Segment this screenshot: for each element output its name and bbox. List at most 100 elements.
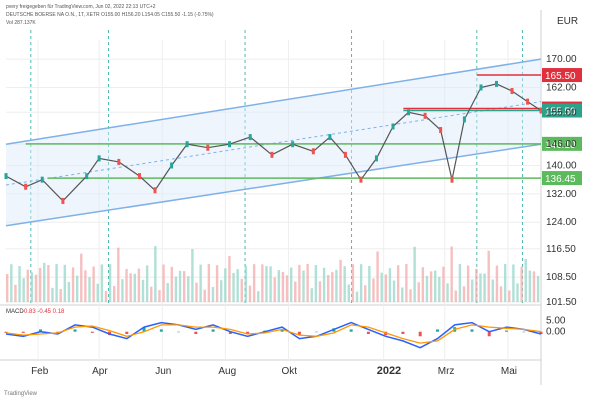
volume-bar	[6, 274, 9, 302]
volume-bar	[516, 283, 519, 302]
volume-bar	[55, 264, 58, 302]
volume-bar	[359, 264, 363, 302]
price-point	[24, 183, 28, 190]
volume-bar	[392, 280, 396, 302]
volume-bar	[434, 270, 437, 302]
price-line	[5, 83, 542, 202]
volume-bar	[298, 264, 301, 302]
macd-tick-label: 5.00	[546, 315, 566, 326]
volume-bar	[75, 275, 79, 302]
volume-bar	[524, 258, 527, 302]
price-point	[495, 80, 499, 87]
macd-histogram-bar	[418, 331, 422, 337]
volume-bar	[199, 264, 202, 302]
y-tick-label: 101.50	[546, 297, 577, 308]
price-point	[117, 158, 121, 165]
volume-bar	[285, 275, 289, 302]
currency-label: EUR	[557, 16, 578, 27]
volume-bar	[331, 272, 334, 302]
y-tick-label: 124.00	[546, 217, 577, 228]
volume-bar	[269, 266, 272, 302]
volume-bar	[536, 275, 540, 302]
volume-bar	[195, 282, 198, 302]
channel-lower-line	[5, 143, 542, 227]
volume-bar	[322, 267, 326, 302]
price-point	[153, 187, 157, 194]
price-point	[343, 151, 347, 158]
volume-bar	[471, 279, 474, 302]
volume-bar	[503, 264, 507, 302]
price-point	[170, 162, 174, 169]
macd-histogram-bar	[280, 329, 284, 332]
volume-bar	[257, 291, 260, 302]
volume-bar	[421, 267, 425, 302]
price-point	[85, 173, 89, 180]
volume-bar	[224, 268, 227, 302]
level-tag-label: 165.50	[545, 71, 576, 82]
volume-bar	[108, 264, 112, 302]
volume-bar	[150, 286, 153, 302]
volume-bar	[191, 249, 194, 302]
volume-bar	[252, 264, 256, 302]
volume-bar	[236, 269, 239, 302]
macd-histogram-bar	[39, 329, 43, 332]
volume-bar	[343, 266, 346, 302]
volume-bar	[22, 278, 25, 302]
price-point	[407, 109, 411, 116]
price-point	[270, 151, 274, 158]
macd-histogram-bar	[522, 331, 526, 333]
volume-bar	[376, 251, 379, 302]
macd-histogram-bar	[194, 331, 198, 334]
price-point	[539, 107, 543, 114]
volume-bar	[162, 264, 165, 302]
price-point	[206, 144, 210, 151]
volume-bar	[187, 276, 190, 302]
volume-bar	[96, 283, 99, 302]
macd-histogram-bar	[73, 329, 77, 332]
macd-values: -0.83 -0.45 0.18	[22, 309, 65, 315]
volume-bar	[339, 259, 342, 302]
volume-bar	[425, 275, 429, 302]
volume-bar	[59, 288, 62, 302]
x-tick-label: Apr	[92, 366, 108, 377]
macd-tick-label: 0.00	[546, 327, 566, 338]
volume-bar	[314, 264, 318, 302]
volume-bar	[294, 281, 297, 302]
volume-bar	[302, 270, 305, 302]
volume-bar	[145, 265, 149, 302]
price-point	[374, 155, 378, 162]
volume-bar	[121, 279, 124, 302]
volume-bar	[34, 274, 38, 302]
volume-bar	[125, 268, 128, 302]
x-tick-label: Jun	[155, 366, 171, 377]
macd-histogram-bar	[125, 331, 129, 334]
price-point	[137, 173, 141, 180]
volume-bar	[281, 271, 285, 302]
volume-bar	[351, 264, 355, 302]
volume-bar	[508, 290, 511, 302]
price-point	[328, 134, 332, 141]
price-point	[450, 176, 454, 183]
price-point	[359, 176, 363, 183]
volume-bar	[18, 266, 21, 302]
level-tag	[542, 136, 582, 151]
volume-bar	[14, 284, 17, 302]
volume-bar	[475, 268, 478, 302]
volume-bar	[47, 265, 50, 302]
volume-bar	[372, 278, 375, 302]
volume-bar	[174, 276, 178, 302]
volume-bar	[306, 264, 309, 302]
volume-bar	[368, 265, 371, 302]
macd-histogram-bar	[159, 329, 163, 332]
price-point	[228, 141, 232, 148]
volume-bar	[215, 265, 219, 302]
y-tick-label: 116.50	[546, 244, 576, 255]
volume-bar	[442, 266, 445, 302]
volume-bar	[396, 265, 400, 302]
macd-histogram-bar	[366, 331, 370, 334]
macd-histogram-bar	[470, 329, 474, 332]
volume-bar	[232, 272, 235, 302]
volume-bar	[203, 289, 206, 302]
macd-line	[5, 321, 542, 349]
